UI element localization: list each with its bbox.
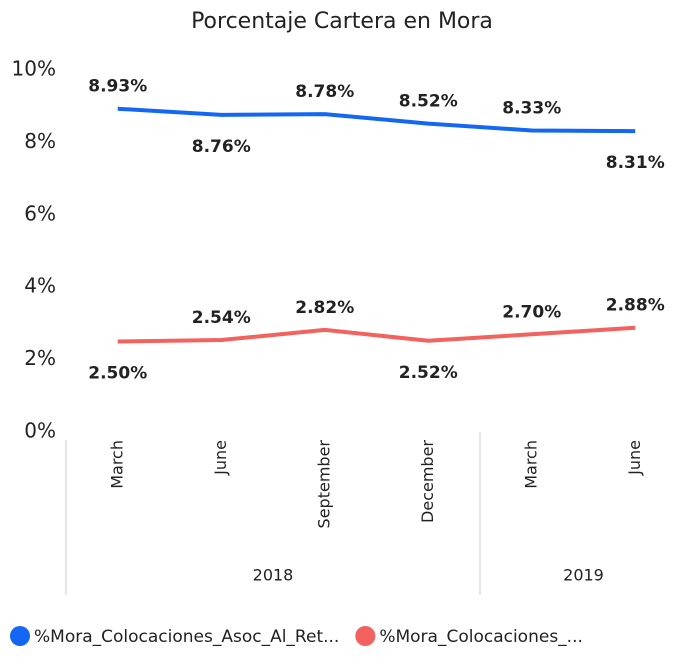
x-tick-label: September: [314, 440, 333, 529]
x-tick-label: December: [418, 440, 437, 523]
data-label: 8.52%: [399, 92, 458, 112]
y-tick-label: 4%: [24, 274, 56, 298]
legend-swatch: [355, 626, 376, 646]
y-tick-label: 0%: [24, 419, 56, 443]
data-label: 8.31%: [606, 153, 665, 173]
y-tick-label: 8%: [24, 129, 56, 153]
legend-swatch: [10, 626, 30, 646]
data-label: 2.52%: [399, 363, 458, 383]
x-tick-label: June: [211, 440, 230, 476]
series-line: [117, 325, 636, 344]
data-label: 2.50%: [88, 364, 147, 384]
y-tick-label: 2%: [24, 346, 56, 370]
series-line: [117, 106, 636, 134]
data-label: 8.93%: [88, 77, 147, 97]
data-label: 2.54%: [192, 308, 251, 328]
legend-label: %Mora_Colocaciones_...: [379, 627, 583, 647]
y-tick-label: 10%: [12, 57, 56, 81]
year-label: 2019: [563, 566, 604, 585]
legend-label: %Mora_Colocaciones_Asoc_Al_Ret...: [34, 627, 339, 647]
data-label: 2.88%: [606, 296, 665, 316]
year-label: 2018: [253, 566, 294, 585]
x-tick-label: June: [625, 440, 644, 476]
y-tick-label: 6%: [24, 201, 56, 225]
x-tick-label: March: [107, 440, 126, 489]
data-label: 8.76%: [192, 137, 251, 157]
data-label: 8.78%: [295, 82, 354, 102]
x-tick-label: March: [521, 440, 540, 489]
chart-title: Porcentaje Cartera en Mora: [191, 9, 493, 34]
data-label: 2.82%: [295, 298, 354, 318]
data-label: 2.70%: [502, 302, 561, 322]
data-label: 8.33%: [502, 98, 561, 118]
